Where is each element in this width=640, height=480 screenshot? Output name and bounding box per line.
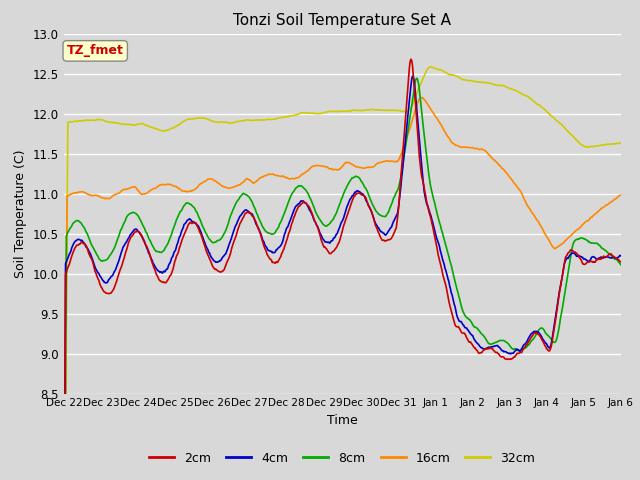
- X-axis label: Time: Time: [327, 414, 358, 427]
- Title: Tonzi Soil Temperature Set A: Tonzi Soil Temperature Set A: [234, 13, 451, 28]
- Legend: 2cm, 4cm, 8cm, 16cm, 32cm: 2cm, 4cm, 8cm, 16cm, 32cm: [145, 447, 540, 469]
- Text: TZ_fmet: TZ_fmet: [67, 44, 124, 58]
- Y-axis label: Soil Temperature (C): Soil Temperature (C): [15, 149, 28, 278]
